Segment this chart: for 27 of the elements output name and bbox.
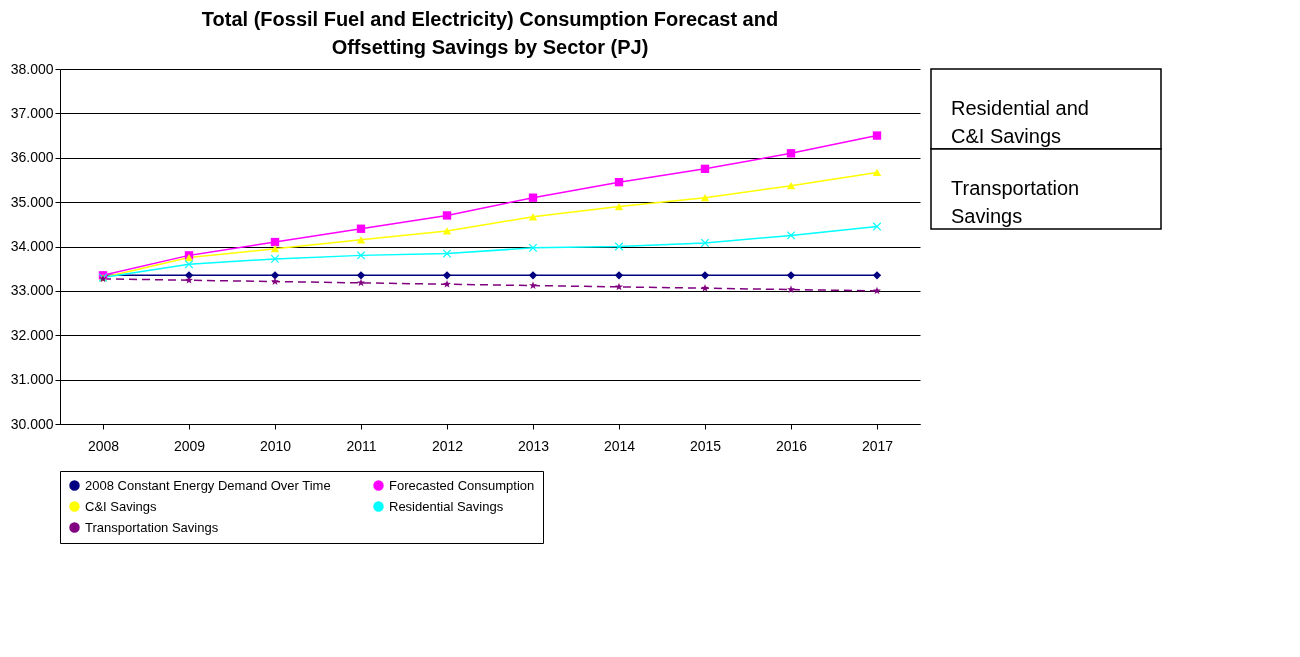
x-tick-label: 2011 [346, 437, 377, 454]
y-tick-label: 38.000 [10, 60, 54, 77]
x-tick-label: 2015 [689, 437, 722, 454]
y-tick-label: 32.000 [10, 326, 54, 343]
y-tick-label: 36.000 [10, 149, 54, 166]
text: Transportation Savings [951, 177, 1080, 227]
text: Residential and C&I Savings [951, 97, 1089, 147]
y-tick-label: 35.000 [10, 193, 54, 210]
y-tick-label: 33.000 [10, 282, 54, 299]
x-tick-label: 2009 [173, 437, 206, 454]
y-tick-label: 31.000 [10, 371, 54, 388]
x-tick-label: 2013 [517, 437, 550, 454]
x-tick-label: 2012 [431, 437, 464, 454]
x-tick-label: 2017 [861, 437, 894, 454]
legend-label: C&I Savings [85, 498, 158, 514]
y-tick-label: 34.000 [10, 238, 54, 254]
legend-label: Residential Savings [389, 498, 504, 514]
legend-label: 2008 Constant Energy Demand Over Time [85, 477, 331, 493]
x-tick-label: 2010 [259, 437, 292, 454]
x-tick-label: 2016 [775, 437, 808, 454]
chart-title: Total (Fossil Fuel and Electricity) Consumption Forecast and Offsetting Savings by Sector (PJ) [201, 8, 779, 58]
legend-label: Transportation Savings [85, 519, 219, 535]
x-tick-label: 2014 [603, 437, 636, 454]
legend-label: Forecasted Consumption [389, 477, 535, 493]
x-tick-label: 2008 [87, 437, 120, 454]
y-tick-label: 30.000 [10, 415, 54, 432]
y-tick-label: 37.000 [10, 104, 54, 121]
